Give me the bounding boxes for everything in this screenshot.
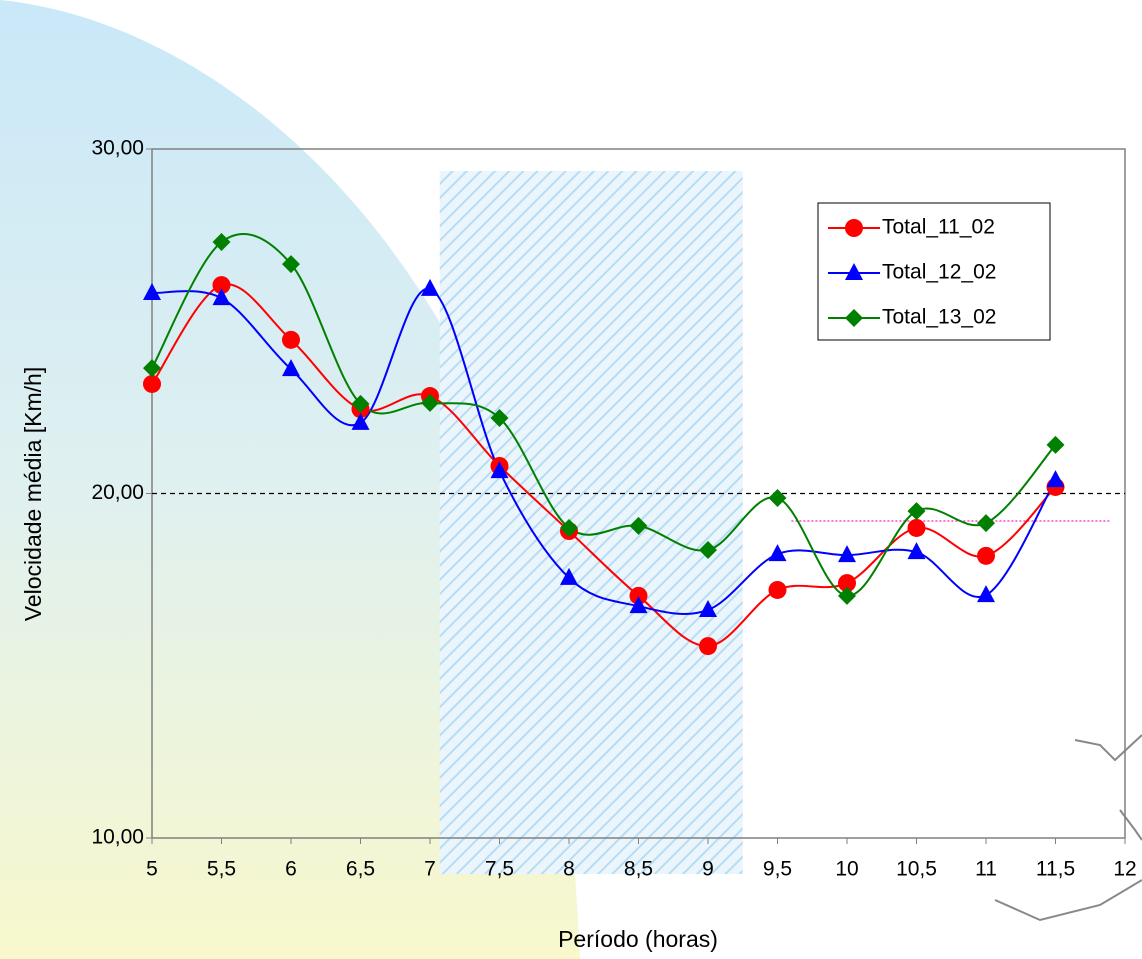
marker xyxy=(908,519,926,537)
legend-label: Total_13_02 xyxy=(882,306,996,329)
x-tick-label: 5 xyxy=(146,858,158,881)
chart: Velocidade média [Km/h] Período (horas) … xyxy=(0,0,1142,959)
shaded-span xyxy=(440,171,743,874)
x-tick-label: 10,5 xyxy=(896,858,937,881)
y-tick-label: 10,00 xyxy=(91,826,144,849)
marker xyxy=(282,331,300,349)
x-tick-label: 11,5 xyxy=(1036,858,1075,881)
marker xyxy=(769,581,787,599)
legend-marker xyxy=(845,219,863,237)
y-tick-label: 30,00 xyxy=(91,137,144,160)
x-axis-label: Período (horas) xyxy=(558,926,718,952)
marker xyxy=(908,502,926,520)
marker xyxy=(838,587,856,605)
legend-label: Total_12_02 xyxy=(882,261,996,284)
x-tick-label: 8,5 xyxy=(624,858,653,881)
x-tick-label: 6 xyxy=(285,858,297,881)
marker xyxy=(977,547,995,565)
legend-label: Total_11_02 xyxy=(882,216,995,239)
x-tick-label: 11 xyxy=(975,858,997,881)
y-axis-label: Velocidade média [Km/h] xyxy=(20,367,46,621)
x-tick-label: 6,5 xyxy=(346,858,375,881)
x-tick-label: 9 xyxy=(702,858,714,881)
marker xyxy=(143,375,161,393)
marker xyxy=(699,637,717,655)
y-tick-label: 20,00 xyxy=(91,481,144,504)
marker xyxy=(977,585,995,602)
marker xyxy=(977,514,995,532)
x-tick-label: 10 xyxy=(835,858,858,881)
marker xyxy=(769,489,787,507)
marker xyxy=(838,545,856,562)
x-tick-label: 8 xyxy=(563,858,575,881)
x-tick-label: 9,5 xyxy=(763,858,792,881)
x-tick-label: 12 xyxy=(1113,858,1136,881)
x-tick-label: 5,5 xyxy=(207,858,236,881)
marker xyxy=(421,279,439,296)
x-tick-label: 7 xyxy=(424,858,436,881)
map-sketch xyxy=(995,735,1142,920)
x-tick-label: 7,5 xyxy=(485,858,514,881)
marker xyxy=(1047,470,1065,487)
